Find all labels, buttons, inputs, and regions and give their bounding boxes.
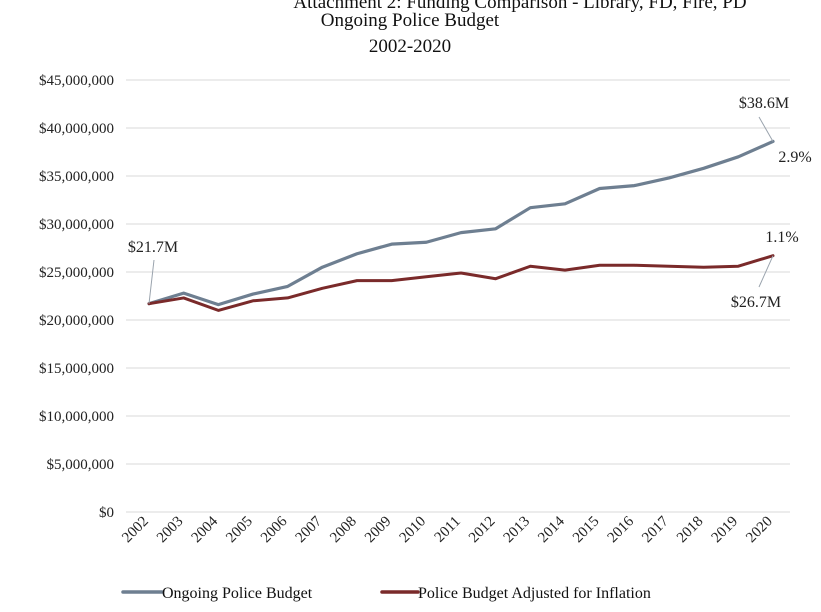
x-tick-label: 2017 xyxy=(639,513,672,546)
x-tick-label: 2009 xyxy=(362,514,395,547)
series-layer xyxy=(147,139,775,312)
x-tick-label: 2018 xyxy=(674,514,707,547)
y-tick-label: $10,000,000 xyxy=(39,409,114,425)
x-tick-label: 2014 xyxy=(535,513,568,546)
x-tick-label: 2005 xyxy=(223,514,256,547)
legend-label-inflation-adjusted: Police Budget Adjusted for Inflation xyxy=(418,585,651,602)
y-tick-label: $15,000,000 xyxy=(39,361,114,377)
annotation-start-value: $21.7M xyxy=(128,239,178,256)
x-tick-label: 2002 xyxy=(119,514,152,547)
y-tick-label: $25,000,000 xyxy=(39,265,114,281)
x-tick-label: 2007 xyxy=(293,513,326,546)
y-tick-label: $40,000,000 xyxy=(39,121,114,137)
x-tick-label: 2012 xyxy=(466,514,499,547)
legend-layer: Ongoing Police Budget Police Budget Adjus… xyxy=(121,585,651,602)
x-tick-label: 2006 xyxy=(258,513,291,546)
y-tick-label: $30,000,000 xyxy=(39,217,114,233)
annotation-end-value-bottom: $26.7M xyxy=(731,294,781,311)
annotation-leader-start xyxy=(148,259,155,304)
x-tick-label: 2016 xyxy=(605,513,638,546)
x-tick-label: 2019 xyxy=(709,514,742,547)
y-tick-label: $35,000,000 xyxy=(39,169,114,185)
annotation-leader-end-bottom xyxy=(758,255,774,288)
axis-layer: $0 $5,000,000 $10,000,000 $15,000,000 $20,00… xyxy=(39,73,790,546)
x-tick-label: 2003 xyxy=(154,514,187,547)
x-tick-label: 2011 xyxy=(432,514,464,546)
annotation-leader-end-top xyxy=(758,116,774,142)
y-tick-label: $5,000,000 xyxy=(47,457,115,473)
y-tick-label: $45,000,000 xyxy=(39,73,114,89)
y-tick-label: $0 xyxy=(99,505,114,521)
x-tick-label: 2008 xyxy=(327,514,360,547)
grid-layer xyxy=(126,79,790,513)
x-tick-label: 2004 xyxy=(189,513,222,546)
x-tick-label: 2020 xyxy=(743,514,776,547)
x-tick-label: 2010 xyxy=(397,514,430,547)
chart-subtitle: 2002-2020 xyxy=(369,36,451,57)
x-tick-label: 2015 xyxy=(570,514,603,547)
annotation-growth-bottom: 1.1% xyxy=(765,229,798,246)
ongoing-police-budget-line xyxy=(147,139,775,307)
annotation-layer: $21.7M $38.6M 2.9% 1.1% $26.7M xyxy=(128,95,812,311)
chart-title: Ongoing Police Budget xyxy=(321,10,500,31)
inflation-adjusted-budget-line xyxy=(147,254,775,312)
legend-label-ongoing-budget: Ongoing Police Budget xyxy=(162,585,313,602)
annotation-growth-top: 2.9% xyxy=(778,149,811,166)
y-tick-label: $20,000,000 xyxy=(39,313,114,329)
annotation-end-value-top: $38.6M xyxy=(739,95,789,112)
partial-header-text: Attachment 2: Funding Comparison - Libra… xyxy=(293,0,746,13)
x-tick-label: 2013 xyxy=(501,514,534,547)
